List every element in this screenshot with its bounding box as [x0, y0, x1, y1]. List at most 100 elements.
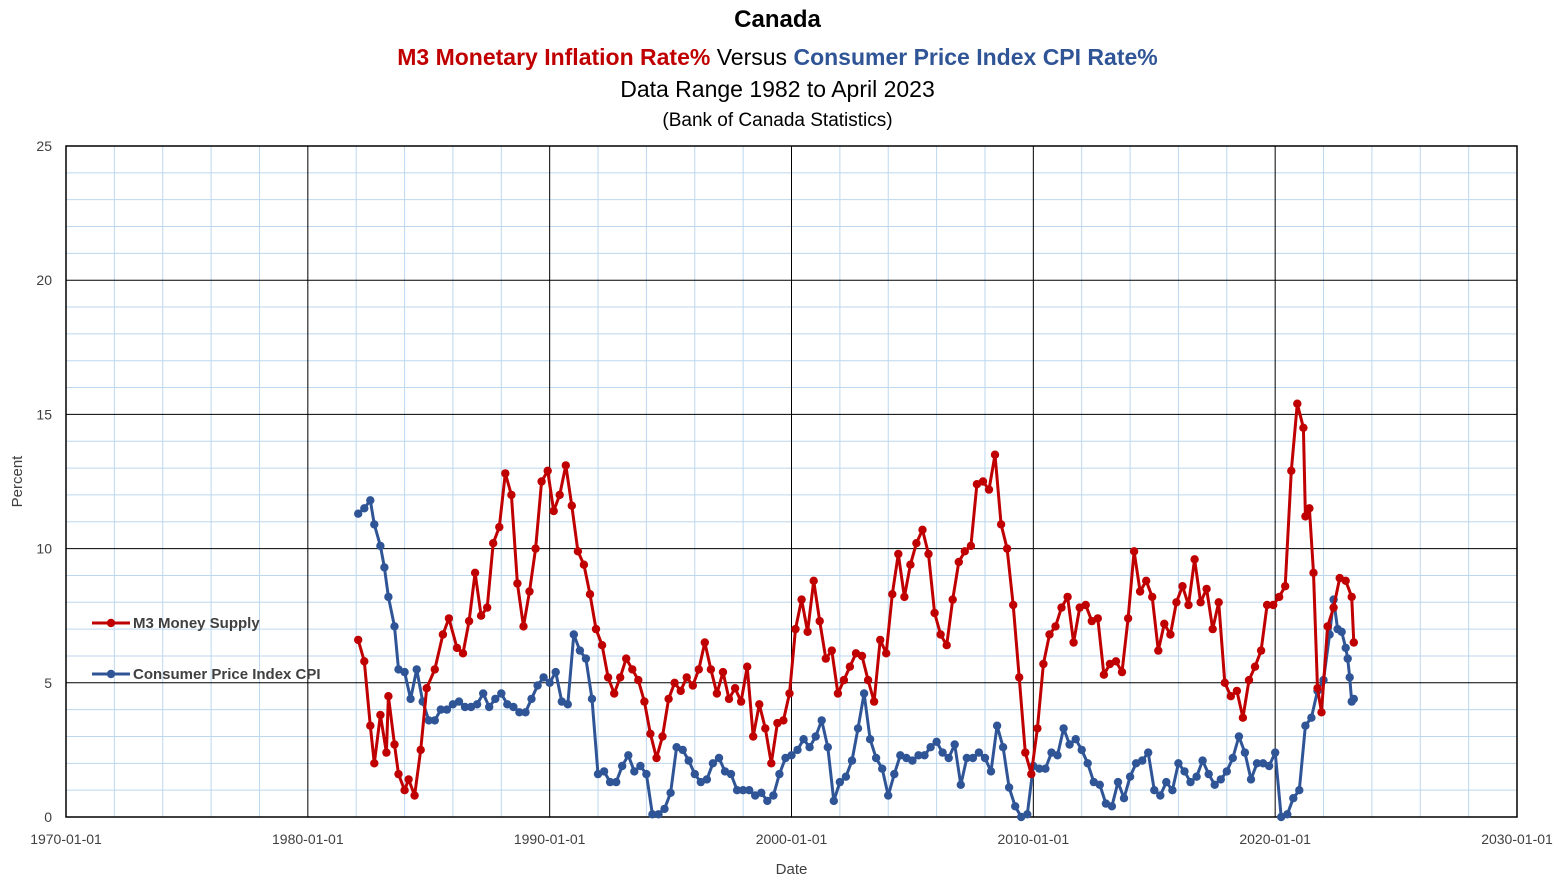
m3-point	[1301, 512, 1310, 521]
m3-point	[888, 590, 897, 599]
cpi-point	[992, 721, 1002, 730]
cpi-point	[624, 751, 633, 760]
m3-point	[1313, 684, 1322, 693]
cpi-point	[1252, 759, 1262, 768]
m3-point	[676, 686, 685, 696]
legend: M3 Money Supply Consumer Price Index CPI	[92, 615, 321, 683]
m3-point	[543, 466, 552, 475]
series-layer	[354, 399, 1359, 822]
cpi-point	[587, 694, 597, 704]
m3-point	[827, 646, 836, 655]
cpi-point	[630, 767, 639, 776]
cpi-point	[1234, 732, 1244, 741]
m3-point	[948, 595, 957, 604]
cpi-point	[1307, 713, 1316, 722]
cpi-point	[1246, 775, 1256, 784]
cpi-point	[920, 751, 929, 760]
m3-point	[634, 675, 643, 685]
m3-point	[1293, 399, 1302, 408]
cpi-point	[1023, 810, 1032, 819]
cpi-point	[702, 775, 712, 784]
m3-point	[718, 667, 728, 677]
m3-point	[966, 541, 976, 551]
subtitle-versus-label: Versus	[710, 44, 794, 70]
cpi-point	[1119, 794, 1129, 803]
m3-point	[736, 697, 746, 706]
m3-point	[815, 616, 824, 626]
cpi-point	[714, 753, 724, 763]
m3-point	[416, 745, 425, 755]
cpi-point	[968, 753, 978, 763]
cpi-point	[354, 509, 363, 518]
cpi-point	[1162, 777, 1171, 787]
m3-point	[579, 560, 589, 569]
m3-point	[640, 697, 649, 706]
m3-point	[743, 662, 752, 671]
m3-point	[476, 611, 486, 620]
m3-point	[894, 549, 903, 559]
cpi-point	[799, 735, 808, 744]
cpi-line	[357, 498, 1355, 819]
cpi-point	[908, 756, 917, 765]
m3-point	[597, 641, 607, 650]
m3-point	[591, 624, 601, 634]
cpi-point	[678, 745, 687, 755]
cpi-point	[400, 667, 409, 677]
cpi-point	[1337, 627, 1346, 636]
m3-point	[1015, 673, 1024, 682]
m3-point	[797, 595, 806, 604]
cpi-point	[376, 541, 385, 551]
cpi-point	[551, 667, 560, 677]
cpi-point	[1198, 756, 1207, 765]
cpi-point	[1174, 759, 1183, 768]
cpi-point	[654, 810, 663, 819]
cpi-point	[436, 705, 445, 714]
cpi-point	[636, 761, 645, 771]
cpi-point	[932, 737, 941, 746]
m3-point	[700, 638, 709, 647]
m3-point	[755, 700, 764, 709]
x-tick-label: 1990-01-01	[514, 831, 586, 847]
m3-point	[1275, 592, 1284, 602]
cpi-point	[944, 753, 953, 763]
y-tick-label: 5	[44, 675, 52, 691]
cpi-point	[1349, 694, 1359, 704]
x-tick-label: 2020-01-01	[1239, 831, 1311, 847]
m3-point	[628, 665, 637, 674]
m3-point	[1135, 587, 1145, 596]
m3-point	[724, 694, 734, 704]
m3-point	[507, 490, 516, 500]
m3-point	[1069, 638, 1078, 647]
m3-point	[761, 724, 770, 733]
cpi-point	[412, 665, 421, 674]
m3-point	[531, 544, 540, 553]
m3-point	[616, 673, 625, 682]
legend-item-m3: M3 Money Supply	[92, 615, 260, 632]
cpi-point	[1210, 780, 1219, 789]
m3-point	[1287, 466, 1296, 475]
m3-point	[1027, 769, 1036, 779]
cpi-point	[442, 705, 452, 714]
cpi-point	[509, 702, 518, 712]
m3-point	[1341, 576, 1350, 585]
m3-point	[390, 740, 399, 749]
m3-point	[876, 635, 885, 645]
cpi-point	[545, 678, 554, 687]
m3-point	[658, 732, 667, 741]
m3-point	[930, 608, 939, 618]
m3-point	[1202, 584, 1211, 594]
cpi-point	[1059, 724, 1068, 733]
m3-point	[1045, 630, 1054, 639]
m3-point	[1317, 708, 1326, 717]
legend-label: Consumer Price Index CPI	[133, 666, 321, 683]
m3-point	[803, 627, 812, 636]
m3-point	[1154, 646, 1163, 655]
cpi-point	[1186, 777, 1195, 787]
plot-border	[65, 145, 1518, 818]
cpi-point	[1343, 654, 1352, 663]
cpi-point	[841, 772, 851, 781]
m3-point	[1184, 600, 1193, 610]
legend-label: M3 Money Supply	[133, 615, 260, 632]
cpi-point	[1289, 794, 1298, 803]
